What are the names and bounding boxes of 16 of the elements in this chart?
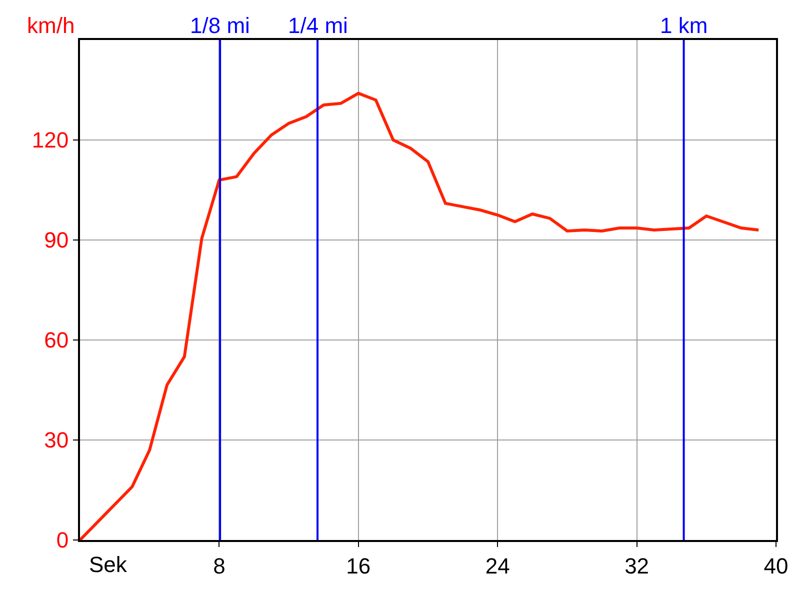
- x-tick-label: 8: [213, 553, 226, 578]
- y-tick-label: 90: [44, 228, 69, 253]
- x-axis-title: Sek: [89, 552, 128, 577]
- y-tick-label: 0: [56, 528, 69, 553]
- y-axis-title: km/h: [27, 13, 75, 38]
- ref-line-label: 1/4 mi: [288, 13, 348, 38]
- y-tick-label: 30: [44, 428, 69, 453]
- line-series: [80, 92, 760, 540]
- ref-line-label: 1 km: [660, 13, 708, 38]
- y-tick-label: 60: [44, 328, 69, 353]
- ref-line-label: 1/8 mi: [190, 13, 250, 38]
- x-tick-label: 24: [485, 553, 510, 578]
- x-tick-label: 40: [764, 553, 788, 578]
- y-tick-label: 120: [32, 128, 69, 153]
- x-tick-label: 32: [624, 553, 650, 578]
- x-tick-label: 16: [346, 553, 371, 578]
